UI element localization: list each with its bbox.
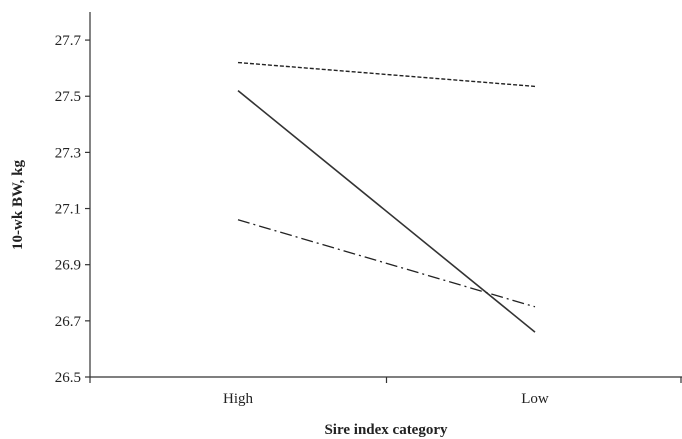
series-line-dashed [237, 61, 536, 88]
series-line-solid [237, 89, 536, 333]
y-tick-label: 26.7 [55, 314, 82, 330]
y-tick-label: 26.5 [55, 370, 81, 386]
y-tick-label: 27.7 [55, 33, 82, 49]
y-axis-title: 10-wk BW, kg [10, 160, 26, 250]
y-tick-label: 27.5 [55, 89, 81, 105]
x-ticks: High Low [89, 377, 682, 407]
x-tick-label-high: High [223, 391, 254, 407]
series-line-dash-dot [237, 219, 536, 308]
x-tick-label-low: Low [521, 391, 549, 407]
axes [89, 12, 682, 378]
y-tick-label: 27.3 [55, 145, 81, 161]
series-lines [237, 61, 536, 333]
y-tick-label: 26.9 [55, 258, 81, 274]
y-tick-label: 27.1 [55, 202, 81, 218]
x-axis-title: Sire index category [324, 422, 448, 438]
y-ticks: 26.5 26.7 26.9 27.1 27.3 27.5 27.7 [55, 33, 90, 386]
